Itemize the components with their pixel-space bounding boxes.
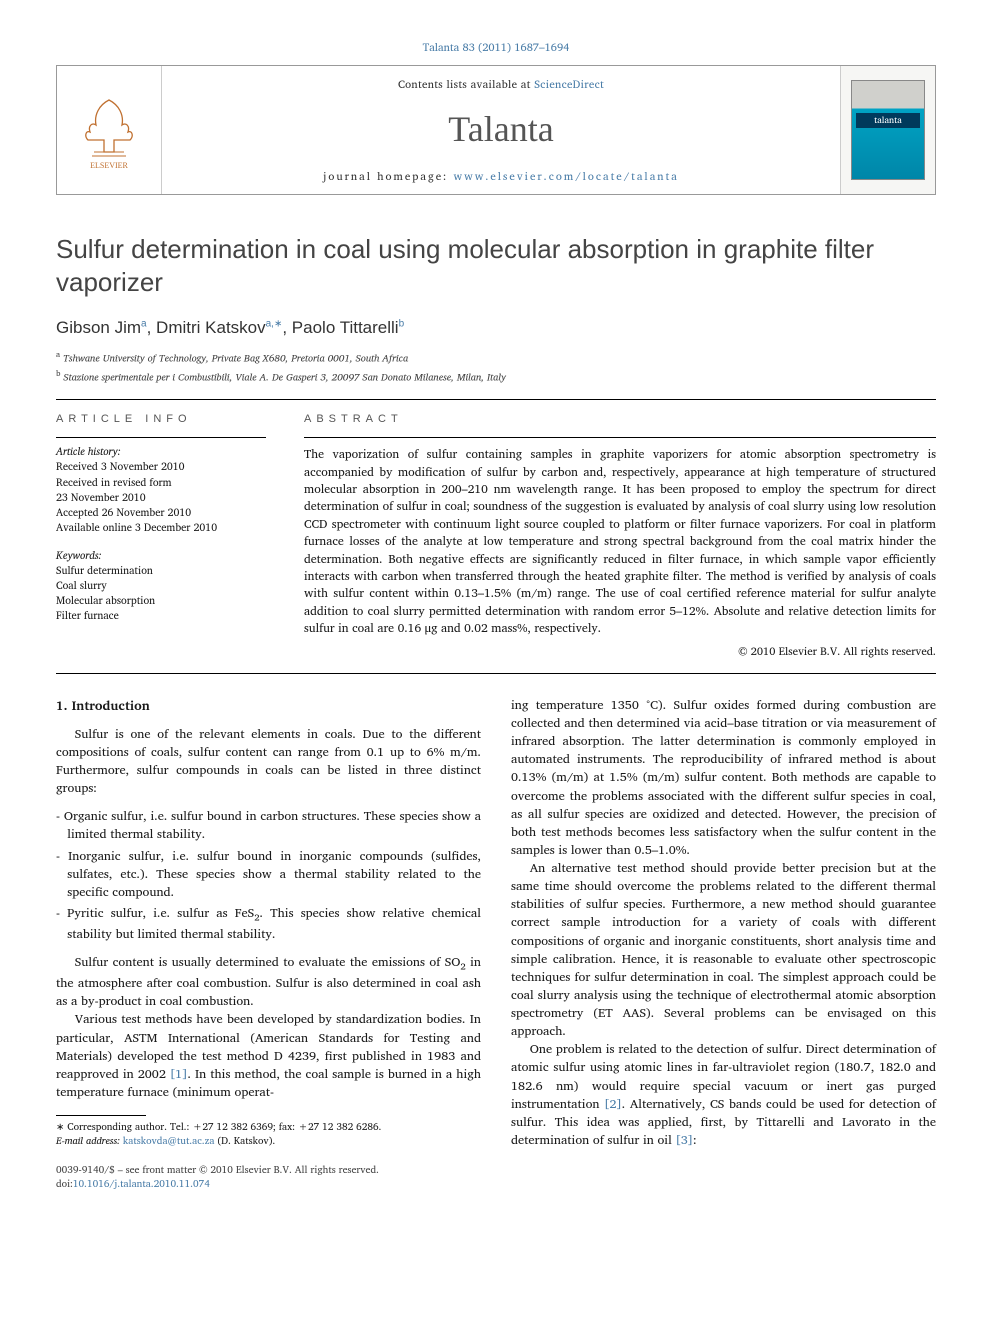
paragraph: Sulfur content is usually determined to … — [56, 953, 481, 1010]
homepage-prefix: journal homepage: — [323, 167, 453, 185]
aff-text: Tshwane University of Technology, Privat… — [63, 351, 408, 367]
corresponding-author: ∗ Corresponding author. Tel.: +27 12 382… — [56, 1120, 481, 1134]
affiliation-b: b Stazione sperimentale per i Combustibi… — [56, 367, 936, 385]
author-aff: a — [141, 319, 147, 330]
cover-label: talanta — [856, 113, 920, 128]
doi-line: doi:10.1016/j.talanta.2010.11.074 — [56, 1177, 936, 1191]
elsevier-tree-icon: ELSEVIER — [74, 90, 144, 170]
bullet-list: Organic sulfur, i.e. sulfur bound in car… — [56, 807, 481, 943]
issn-line: 0039-9140/$ – see front matter © 2010 El… — [56, 1163, 936, 1177]
masthead: ELSEVIER Contents lists available at Sci… — [56, 65, 936, 195]
email-suffix: (D. Katskov). — [214, 1133, 275, 1149]
text-run: : — [693, 1130, 697, 1150]
aff-mark: b — [56, 366, 60, 380]
paragraph: One problem is related to the detection … — [511, 1040, 936, 1149]
paragraph: An alternative test method should provid… — [511, 859, 936, 1040]
article-info-heading: article info — [56, 412, 266, 427]
aff-mark: a — [56, 347, 60, 361]
masthead-center: Contents lists available at ScienceDirec… — [162, 66, 840, 194]
article-info-column: article info Article history: Received 3… — [56, 412, 266, 659]
paragraph: Sulfur is one of the relevant elements i… — [56, 725, 481, 798]
abstract-column: abstract The vaporization of sulfur cont… — [304, 412, 936, 659]
abstract-text: The vaporization of sulfur containing sa… — [304, 446, 936, 637]
author-2: Dmitri Katskova,∗ — [156, 318, 282, 337]
author-aff: b — [399, 319, 405, 330]
doi-link[interactable]: 10.1016/j.talanta.2010.11.074 — [73, 1176, 210, 1192]
article-body: 1. Introduction Sulfur is one of the rel… — [56, 696, 936, 1149]
sciencedirect-link[interactable]: ScienceDirect — [534, 75, 604, 93]
list-item: Inorganic sulfur, i.e. sulfur bound in i… — [56, 847, 481, 901]
footnotes: ∗ Corresponding author. Tel.: +27 12 382… — [56, 1120, 481, 1148]
paragraph: ing temperature 1350 °C). Sulfur oxides … — [511, 696, 936, 859]
keywords-block: Keywords: Sulfur determination Coal slur… — [56, 548, 266, 624]
divider — [56, 437, 266, 438]
footnote-rule — [56, 1115, 146, 1116]
author-name: Gibson Jim — [56, 318, 141, 337]
homepage-link[interactable]: www.elsevier.com/locate/talanta — [453, 167, 678, 185]
journal-name: Talanta — [448, 104, 553, 154]
history-line: Available online 3 December 2010 — [56, 518, 217, 536]
author-list: Gibson Jima, Dmitri Katskova,∗, Paolo Ti… — [56, 316, 936, 340]
journal-cover-icon: talanta — [851, 80, 925, 180]
elsevier-text: ELSEVIER — [90, 161, 128, 170]
keyword: Filter furnace — [56, 606, 119, 624]
journal-cover-box: talanta — [840, 66, 935, 194]
citation-link[interactable]: [1] — [170, 1064, 188, 1084]
bullet-text: Pyritic sulfur, i.e. sulfur as FeS2. Thi… — [67, 903, 481, 944]
section-heading: 1. Introduction — [56, 696, 481, 715]
author-3: Paolo Tittarellib — [292, 318, 404, 337]
author-name: Paolo Tittarelli — [292, 318, 399, 337]
author-1: Gibson Jima — [56, 318, 147, 337]
email-link[interactable]: katskovda@tut.ac.za — [123, 1133, 215, 1149]
homepage-line: journal homepage: www.elsevier.com/locat… — [323, 169, 679, 184]
running-head-link[interactable]: Talanta 83 (2011) 1687–1694 — [423, 38, 570, 56]
abstract-heading: abstract — [304, 412, 936, 427]
running-head: Talanta 83 (2011) 1687–1694 — [56, 40, 936, 55]
author-name: Dmitri Katskov — [156, 318, 266, 337]
article-history: Article history: Received 3 November 201… — [56, 444, 266, 535]
page-footer: 0039-9140/$ – see front matter © 2010 El… — [56, 1163, 936, 1191]
list-item: Organic sulfur, i.e. sulfur bound in car… — [56, 807, 481, 843]
list-item: Pyritic sulfur, i.e. sulfur as FeS2. Thi… — [56, 904, 481, 943]
doi-prefix: doi: — [56, 1176, 73, 1192]
author-aff: a,∗ — [266, 319, 283, 330]
affiliations: a Tshwane University of Technology, Priv… — [56, 348, 936, 385]
divider — [56, 673, 936, 674]
affiliation-a: a Tshwane University of Technology, Priv… — [56, 348, 936, 366]
article-title: Sulfur determination in coal using molec… — [56, 233, 936, 298]
divider — [56, 399, 936, 400]
divider — [304, 437, 936, 438]
email-label: E-mail address: — [56, 1133, 123, 1149]
publisher-logo-box: ELSEVIER — [57, 66, 162, 194]
abstract-copyright: © 2010 Elsevier B.V. All rights reserved… — [304, 644, 936, 659]
paragraph: Various test methods have been developed… — [56, 1010, 481, 1101]
citation-link[interactable]: [3] — [675, 1130, 693, 1150]
citation-link[interactable]: [2] — [604, 1094, 622, 1114]
aff-text: Stazione sperimentale per i Combustibili… — [63, 369, 506, 385]
contents-line: Contents lists available at ScienceDirec… — [398, 77, 604, 92]
contents-prefix: Contents lists available at — [398, 75, 534, 93]
text-run: Sulfur content is usually determined to … — [75, 952, 461, 972]
email-line: E-mail address: katskovda@tut.ac.za (D. … — [56, 1134, 481, 1148]
